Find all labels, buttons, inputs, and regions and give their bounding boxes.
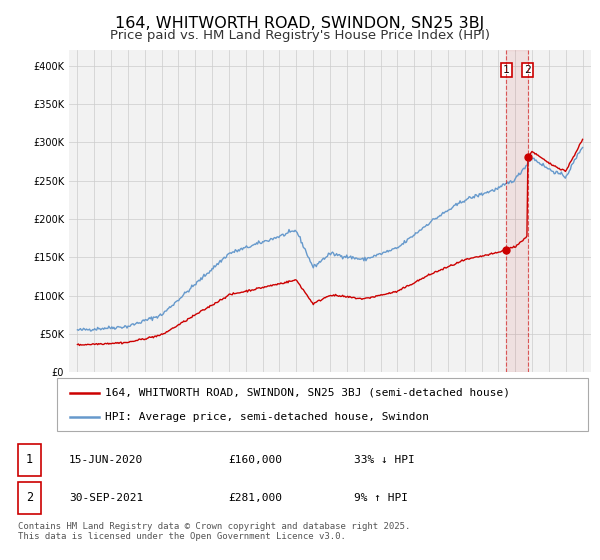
Text: HPI: Average price, semi-detached house, Swindon: HPI: Average price, semi-detached house,…: [105, 412, 429, 422]
Text: 33% ↓ HPI: 33% ↓ HPI: [354, 455, 415, 465]
FancyBboxPatch shape: [57, 378, 588, 431]
Text: 1: 1: [26, 453, 33, 466]
Text: 15-JUN-2020: 15-JUN-2020: [69, 455, 143, 465]
Text: 30-SEP-2021: 30-SEP-2021: [69, 493, 143, 503]
Text: 9% ↑ HPI: 9% ↑ HPI: [354, 493, 408, 503]
Bar: [506, 50, 528, 372]
Text: 164, WHITWORTH ROAD, SWINDON, SN25 3BJ: 164, WHITWORTH ROAD, SWINDON, SN25 3BJ: [115, 16, 485, 31]
Text: £160,000: £160,000: [228, 455, 282, 465]
Text: Price paid vs. HM Land Registry's House Price Index (HPI): Price paid vs. HM Land Registry's House …: [110, 29, 490, 42]
Text: Contains HM Land Registry data © Crown copyright and database right 2025.
This d: Contains HM Land Registry data © Crown c…: [18, 522, 410, 542]
Text: 2: 2: [524, 65, 531, 74]
Text: 1: 1: [503, 65, 509, 74]
Text: 164, WHITWORTH ROAD, SWINDON, SN25 3BJ (semi-detached house): 164, WHITWORTH ROAD, SWINDON, SN25 3BJ (…: [105, 388, 510, 398]
Text: £281,000: £281,000: [228, 493, 282, 503]
Text: 2: 2: [26, 491, 33, 505]
